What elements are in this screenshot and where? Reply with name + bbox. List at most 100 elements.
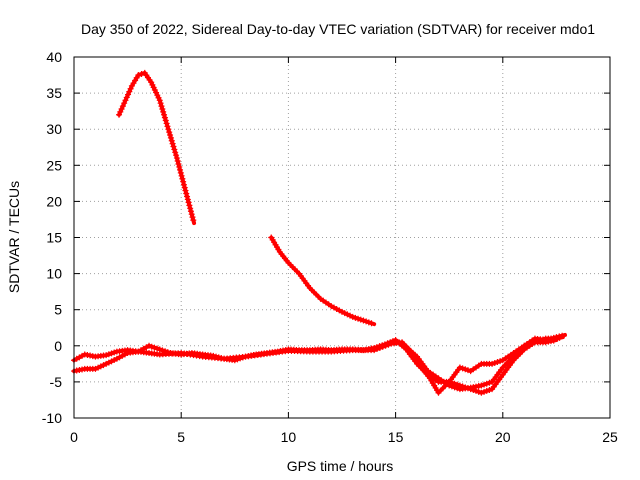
x-tick-label: 15: [388, 429, 404, 445]
data-point: [117, 108, 124, 115]
data-point: [138, 70, 145, 77]
data-point: [368, 320, 375, 327]
data-point: [497, 358, 504, 365]
data-point: [483, 380, 490, 387]
data-point: [183, 190, 190, 197]
data-point: [376, 344, 383, 351]
data-point: [371, 347, 378, 354]
data-point: [341, 310, 348, 317]
data-point: [185, 199, 192, 206]
data-point: [385, 341, 392, 348]
data-point: [454, 385, 461, 392]
data-point: [188, 211, 195, 218]
data-point: [481, 381, 488, 388]
y-tick-label: 40: [46, 49, 62, 65]
data-point: [189, 214, 196, 221]
y-tick-label: 0: [54, 338, 62, 354]
data-point: [344, 311, 351, 318]
data-point: [365, 319, 372, 326]
data-point: [190, 217, 197, 224]
data-point: [478, 389, 485, 396]
data-point: [184, 193, 191, 200]
data-point: [494, 359, 501, 366]
data-point: [105, 359, 112, 366]
data-point: [173, 155, 180, 162]
data-point: [168, 137, 175, 144]
data-point: [158, 103, 165, 110]
data-point: [125, 91, 132, 98]
data-point: [159, 105, 166, 112]
data-point: [156, 97, 163, 104]
data-point: [161, 114, 168, 121]
data-point: [526, 340, 533, 347]
data-point: [456, 364, 463, 371]
data-point: [180, 178, 187, 185]
data-series: [71, 69, 567, 396]
data-point: [167, 131, 174, 138]
data-point: [182, 187, 189, 194]
data-point: [357, 316, 364, 323]
data-point: [352, 314, 359, 321]
data-point: [127, 85, 134, 92]
data-point: [165, 126, 172, 133]
series-arc-b: [268, 234, 377, 327]
data-point: [135, 72, 142, 79]
data-point: [486, 387, 493, 394]
data-point: [379, 343, 386, 350]
data-point: [176, 163, 183, 170]
data-point: [148, 343, 155, 350]
y-tick-label: 5: [54, 302, 62, 318]
data-point: [360, 317, 367, 324]
data-point: [184, 196, 191, 203]
data-point: [179, 175, 186, 182]
data-point: [349, 313, 356, 320]
data-point: [173, 152, 180, 159]
data-point: [122, 97, 129, 104]
y-axis-label: SDTVAR / TECUs: [6, 181, 22, 293]
data-point: [123, 94, 130, 101]
data-point: [478, 382, 485, 389]
data-point: [186, 202, 193, 209]
chart-title: Day 350 of 2022, Sidereal Day-to-day VTE…: [81, 21, 595, 37]
data-point: [489, 360, 496, 367]
data-point: [483, 387, 490, 394]
y-tick-label: 10: [46, 266, 62, 282]
data-point: [178, 172, 185, 179]
data-point: [462, 366, 469, 373]
series-arc-e: [403, 337, 559, 393]
data-point: [486, 379, 493, 386]
y-tick-label: 15: [46, 230, 62, 246]
data-point: [529, 340, 536, 347]
data-point: [475, 388, 482, 395]
data-point: [97, 363, 104, 370]
data-point: [103, 360, 110, 367]
data-point: [151, 344, 158, 351]
data-point: [374, 346, 381, 353]
data-point: [108, 358, 115, 365]
data-point: [146, 342, 153, 349]
data-point: [339, 308, 345, 315]
data-point: [126, 88, 133, 95]
series-arc-a: [116, 69, 197, 226]
data-point: [100, 362, 107, 369]
data-point: [162, 117, 169, 124]
y-tick-label: 25: [46, 157, 62, 173]
data-point: [172, 149, 179, 156]
data-point: [121, 100, 128, 107]
y-tick-label: 30: [46, 121, 62, 137]
data-point: [111, 357, 118, 364]
data-point: [108, 350, 115, 357]
data-point: [382, 342, 389, 349]
data-point: [180, 181, 187, 188]
data-point: [177, 166, 184, 173]
data-point: [550, 337, 557, 344]
data-point: [103, 352, 110, 359]
data-point: [448, 383, 455, 390]
x-tick-label: 10: [281, 429, 297, 445]
data-point: [169, 140, 176, 147]
data-point: [481, 388, 488, 395]
data-point: [156, 346, 163, 353]
data-point: [187, 208, 194, 215]
data-point: [157, 100, 164, 107]
